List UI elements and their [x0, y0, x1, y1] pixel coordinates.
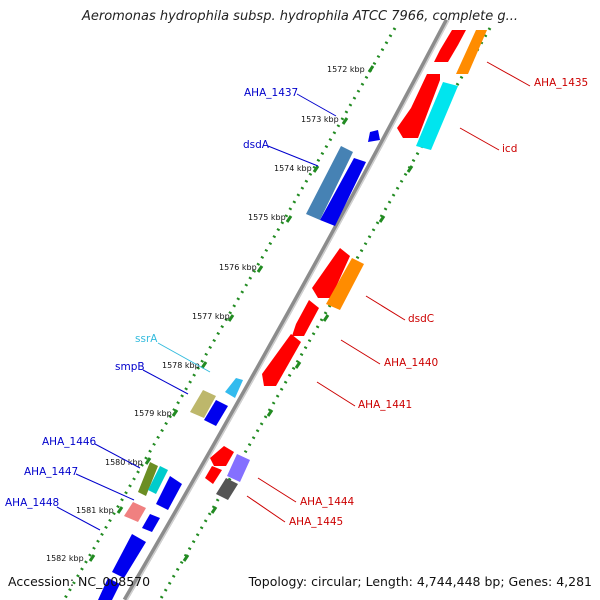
- tick-label-1581: 1581 kbp: [76, 506, 114, 515]
- tick-label-1577: 1577 kbp: [192, 312, 230, 321]
- label-ssrA[interactable]: ssrA: [135, 333, 158, 345]
- label-AHA_1435[interactable]: AHA_1435: [534, 77, 588, 89]
- label-icd[interactable]: icd: [502, 143, 517, 155]
- gene-red-1439[interactable]: [312, 248, 350, 298]
- genome-stats-text: Topology: circular; Length: 4,744,448 bp…: [248, 574, 592, 589]
- gene-AHA_1444[interactable]: [227, 454, 250, 482]
- backbone-highlight: [126, 19, 450, 600]
- gene-dsdA[interactable]: [306, 146, 353, 220]
- gene-blue-1449[interactable]: [142, 514, 160, 532]
- gene-AHA_1448[interactable]: [124, 502, 146, 522]
- gene-blue-1438[interactable]: [320, 158, 366, 226]
- tick-label-1574: 1574 kbp: [274, 164, 312, 173]
- gene-AHA_1447[interactable]: [156, 476, 182, 510]
- label-AHA_1445[interactable]: AHA_1445: [289, 516, 343, 528]
- gene-blue-1451[interactable]: [98, 578, 120, 600]
- label-AHA_1446[interactable]: AHA_1446: [42, 436, 97, 448]
- tick-label-1576: 1576 kbp: [219, 263, 257, 272]
- gene-smpB[interactable]: [190, 390, 216, 418]
- gene-AHA_1437[interactable]: [368, 130, 380, 142]
- gene-AHA_1435[interactable]: [456, 30, 487, 74]
- label-AHA_1437[interactable]: AHA_1437: [244, 87, 298, 99]
- label-dsdA[interactable]: dsdA: [243, 139, 270, 151]
- label-AHA_1440[interactable]: AHA_1440: [384, 357, 438, 369]
- map-title: Aeromonas hydrophila subsp. hydrophila A…: [81, 9, 519, 24]
- reverse-gene-labels: AHA_1435 icd dsdC AHA_1440 AHA_1441 AHA_…: [289, 77, 588, 528]
- genome-backbone: [122, 18, 450, 600]
- gene-blue-1450[interactable]: [112, 534, 146, 578]
- forward-genes: [98, 130, 380, 600]
- gene-icd[interactable]: [416, 82, 458, 150]
- label-smpB[interactable]: smpB: [115, 361, 145, 373]
- gene-red-1443[interactable]: [210, 446, 234, 466]
- gene-red-top[interactable]: [434, 30, 466, 62]
- gene-dsdC[interactable]: [326, 258, 364, 310]
- label-dsdC[interactable]: dsdC: [408, 313, 434, 325]
- gene-blue-1445[interactable]: [204, 400, 228, 426]
- tick-label-1573: 1573 kbp: [301, 115, 339, 124]
- scale-tick-labels: 1572 kbp 1573 kbp 1574 kbp 1575 kbp 1576…: [46, 65, 365, 563]
- gene-AHA_1441[interactable]: [262, 334, 301, 386]
- tick-label-1578: 1578 kbp: [162, 361, 200, 370]
- label-AHA_1448[interactable]: AHA_1448: [5, 497, 59, 509]
- gene-ssrA[interactable]: [225, 378, 243, 398]
- reverse-genes: [205, 30, 487, 500]
- gene-AHA_1446[interactable]: [138, 462, 158, 496]
- gene-red-1436[interactable]: [397, 74, 440, 138]
- gene-red-1444a[interactable]: [205, 466, 222, 484]
- tick-label-1582: 1582 kbp: [46, 554, 84, 563]
- forward-gene-labels: AHA_1437 dsdA ssrA smpB AHA_1446 AHA_144…: [5, 87, 298, 509]
- label-connectors: [56, 61, 531, 531]
- forward-major-ticks: [88, 65, 375, 562]
- tick-label-1579: 1579 kbp: [134, 409, 172, 418]
- tick-label-1572: 1572 kbp: [327, 65, 365, 74]
- label-AHA_1447[interactable]: AHA_1447: [24, 466, 78, 478]
- tick-label-1575: 1575 kbp: [248, 213, 286, 222]
- tick-label-1580: 1580 kbp: [105, 458, 143, 467]
- gene-AHA_1440[interactable]: [292, 300, 319, 336]
- accession-text: Accession: NC_008570: [8, 574, 151, 589]
- label-AHA_1444[interactable]: AHA_1444: [300, 496, 355, 508]
- gene-AHA_1445[interactable]: [216, 478, 238, 500]
- label-AHA_1441[interactable]: AHA_1441: [358, 399, 412, 411]
- gene-cyan-1446[interactable]: [148, 466, 168, 494]
